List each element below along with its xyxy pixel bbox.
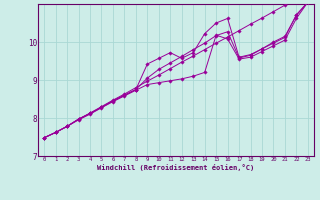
X-axis label: Windchill (Refroidissement éolien,°C): Windchill (Refroidissement éolien,°C)	[97, 164, 255, 171]
